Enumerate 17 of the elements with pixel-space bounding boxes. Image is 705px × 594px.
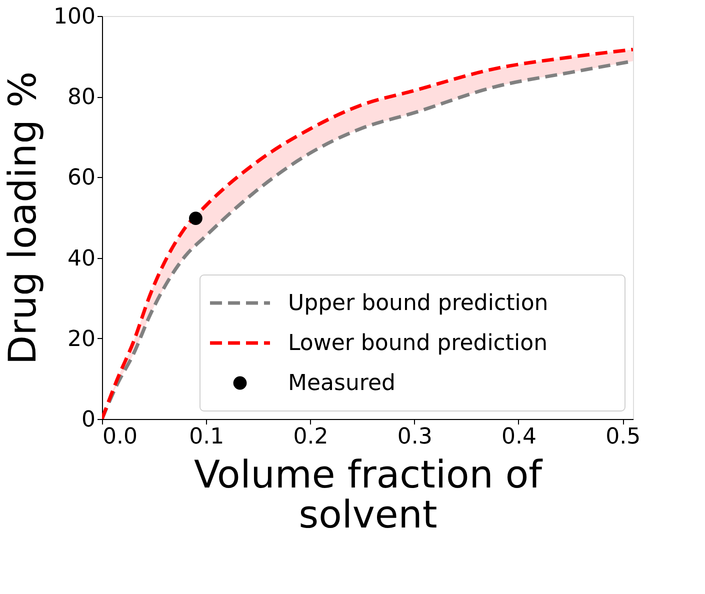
x-tick-label: 0.1 <box>189 424 224 450</box>
y-tick-label: 100 <box>54 4 96 30</box>
legend-label: Upper bound prediction <box>288 291 548 316</box>
x-tick-label: 0.5 <box>606 424 641 450</box>
x-axis-title: Volume fraction of solvent <box>194 452 544 536</box>
y-tick-label: 40 <box>68 246 96 272</box>
legend-label: Measured <box>288 371 396 396</box>
legend-label: Lower bound prediction <box>288 331 548 356</box>
x-tick-label: 0.2 <box>293 424 328 450</box>
y-tick-label: 80 <box>68 85 96 110</box>
y-tick-label: 20 <box>68 326 96 352</box>
y-tick-label: 0 <box>82 408 96 432</box>
x-tick-label: 0.0 <box>102 424 138 450</box>
x-tick-label: 0.4 <box>501 424 536 450</box>
y-axis-title: Drug loading % <box>0 71 45 365</box>
y-tick-label: 60 <box>68 166 96 191</box>
x-tick-label: 0.3 <box>397 424 432 450</box>
